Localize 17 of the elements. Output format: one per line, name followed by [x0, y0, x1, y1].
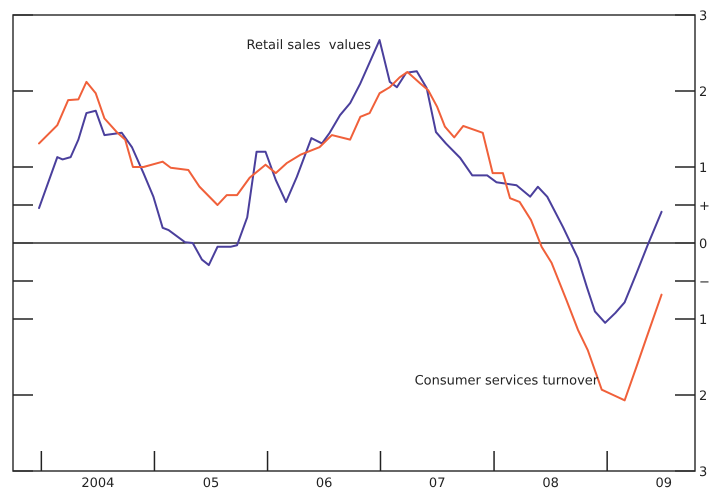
x-tick-label: 09 [655, 476, 672, 492]
x-tick-label: 08 [542, 476, 559, 492]
x-tick-label: 2004 [81, 476, 114, 492]
x-tick-label: 07 [428, 476, 446, 492]
y-tick-label: 2 [699, 389, 708, 404]
y-tick-label: 0 [699, 237, 708, 252]
y-tick-label: 1 [699, 161, 708, 176]
y-tick-label: + [699, 199, 710, 214]
x-tick-label: 05 [202, 476, 220, 492]
y-tick-label: 1 [699, 313, 708, 328]
series-label: Retail sales values [246, 38, 372, 54]
y-tick-label: − [699, 275, 710, 290]
y-tick-label: 2 [699, 85, 708, 100]
y-tick-label: 3 [699, 465, 708, 480]
series-label: Consumer services turnover [414, 373, 599, 388]
x-tick-label: 06 [316, 476, 332, 492]
y-tick-label: 3 [699, 9, 708, 24]
